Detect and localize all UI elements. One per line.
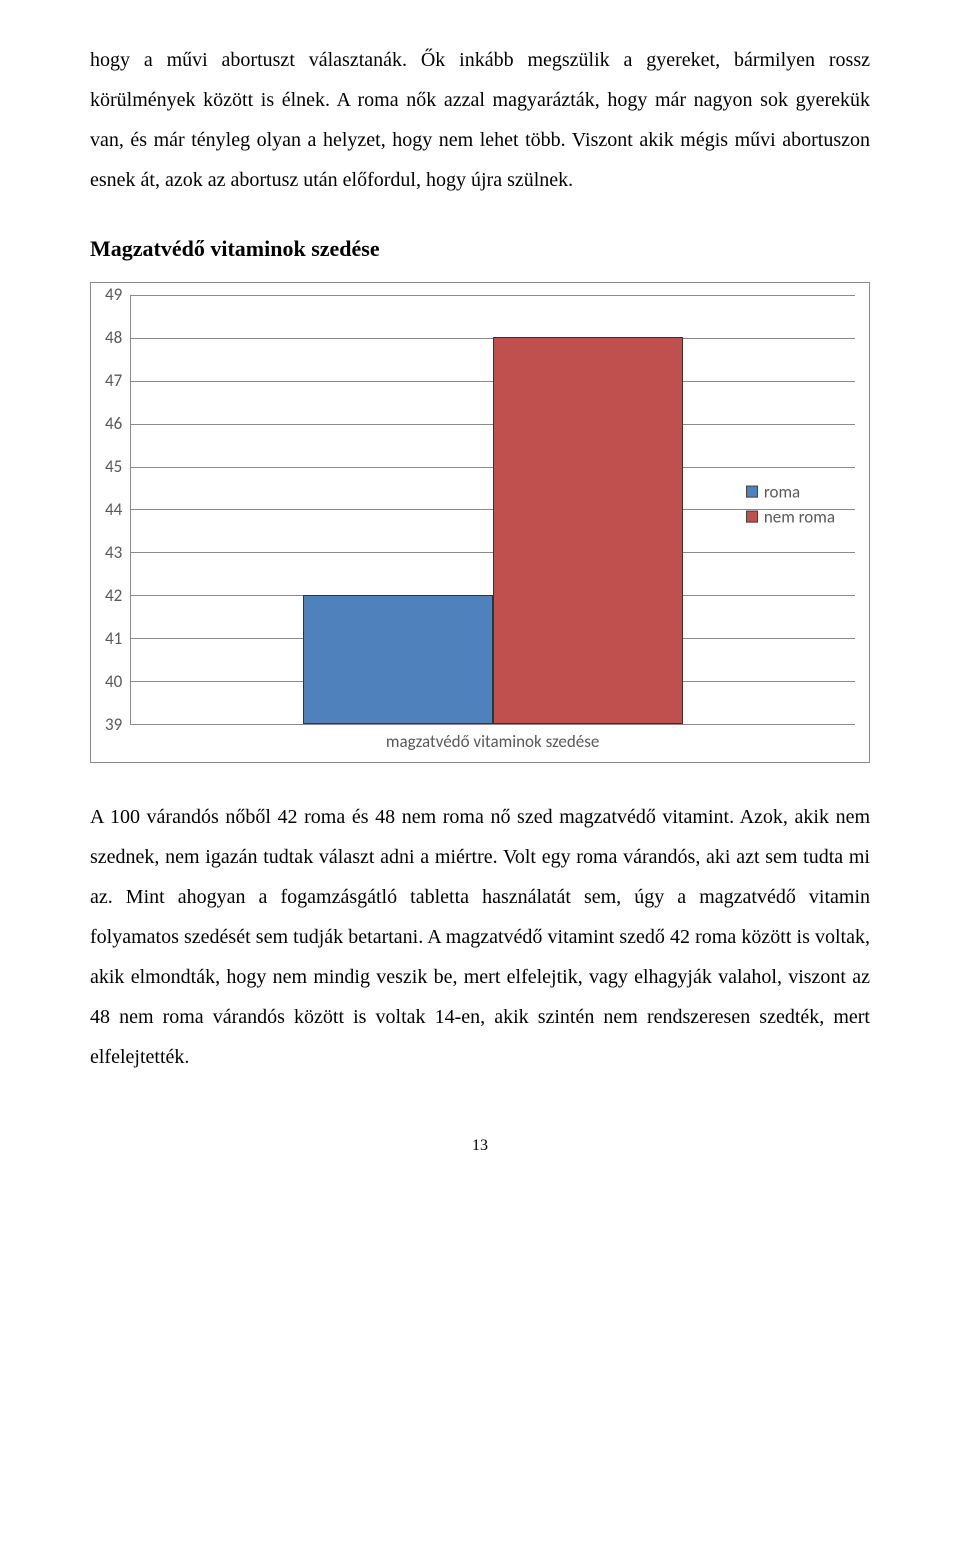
legend-item-roma: roma — [746, 481, 835, 502]
chart-y-axis: 4948474645444342414039 — [105, 295, 130, 725]
section-heading: Magzatvédő vitaminok szedése — [90, 236, 870, 262]
intro-paragraph: hogy a művi abortuszt választanák. Ők in… — [90, 40, 870, 200]
legend-label: nem roma — [764, 506, 835, 527]
page-number: 13 — [90, 1137, 870, 1155]
analysis-paragraph: A 100 várandós nőből 42 roma és 48 nem r… — [90, 797, 870, 1077]
chart-x-label: magzatvédő vitaminok szedése — [130, 725, 855, 752]
legend-item-nem-roma: nem roma — [746, 506, 835, 527]
chart-plot-area: roma nem roma — [130, 295, 855, 725]
legend-swatch — [746, 486, 758, 498]
legend-label: roma — [764, 481, 800, 502]
legend-swatch — [746, 511, 758, 523]
chart-bar-roma — [303, 595, 493, 724]
chart-legend: roma nem roma — [746, 477, 835, 531]
vitamin-chart: 4948474645444342414039 roma nem roma magz… — [90, 282, 870, 763]
chart-bar-nem-roma — [493, 337, 683, 724]
